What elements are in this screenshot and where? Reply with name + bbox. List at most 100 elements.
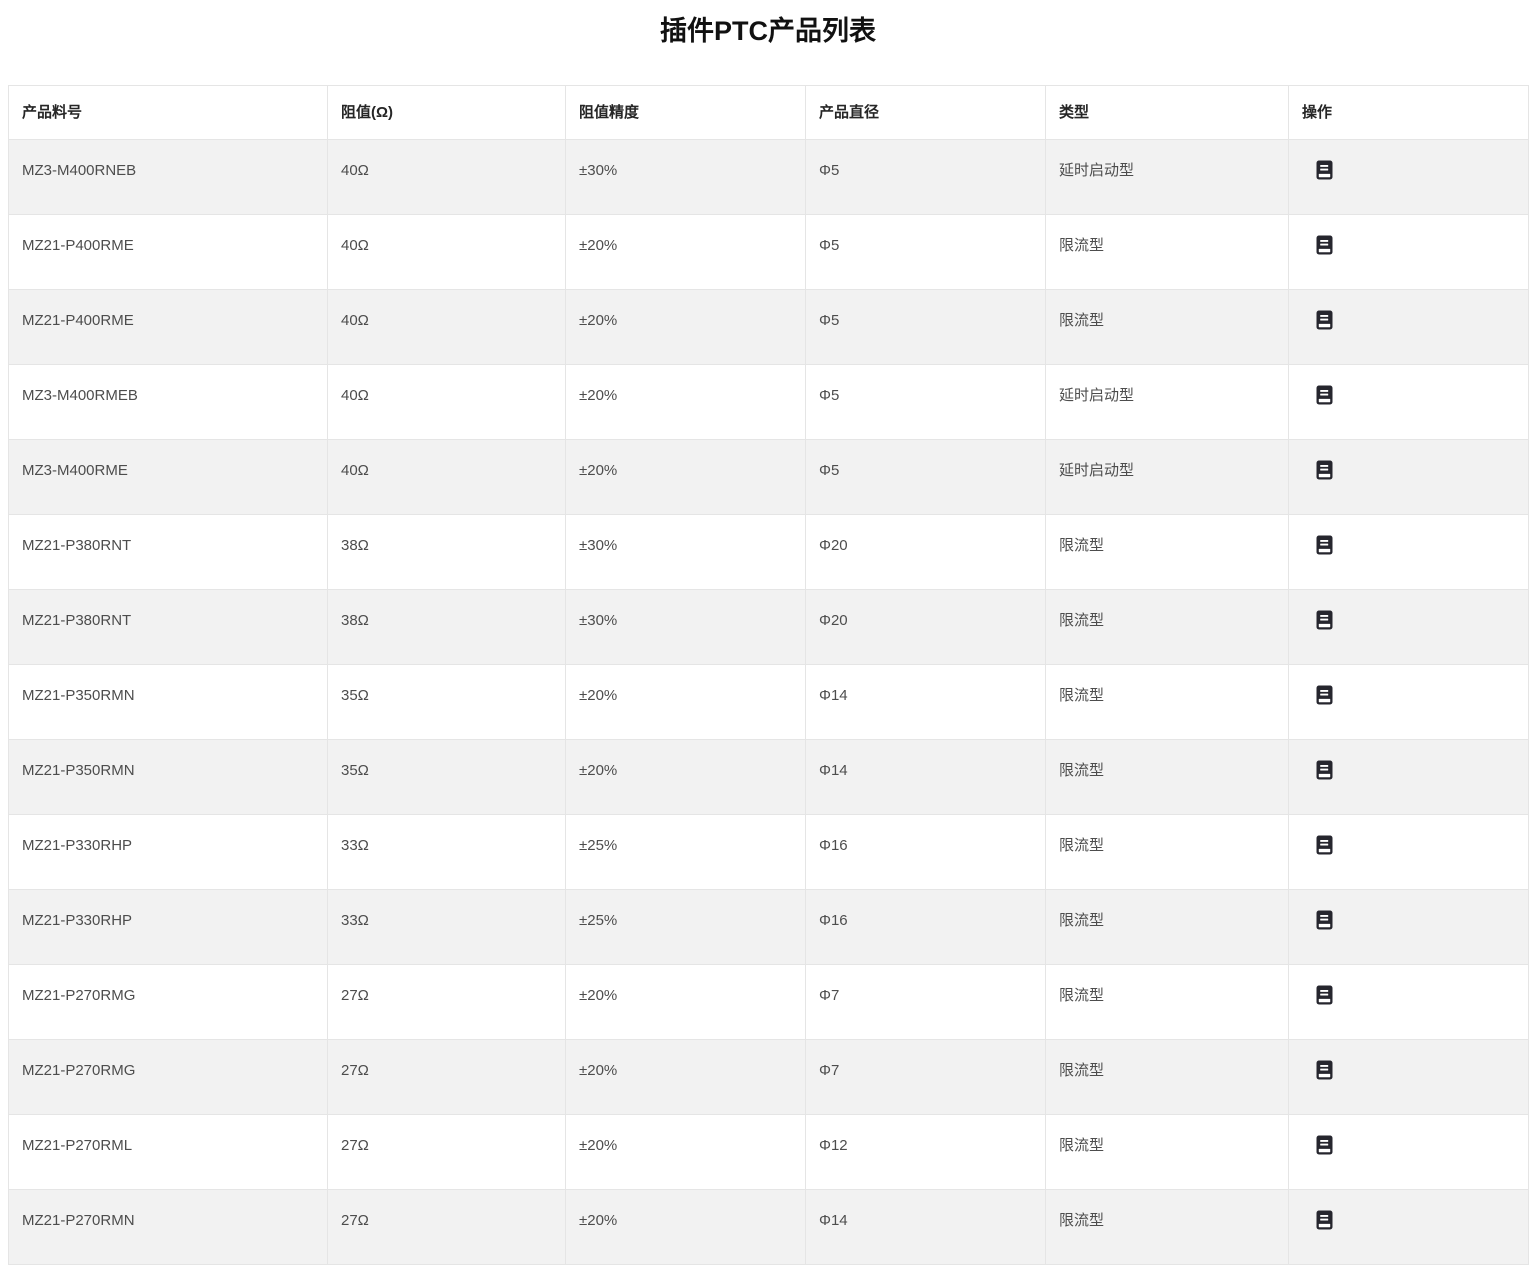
cell-part-number: MZ3-M400RMEB: [8, 364, 328, 440]
cell-type: 限流型: [1045, 514, 1289, 590]
col-header-diameter: 产品直径: [805, 85, 1046, 140]
view-details-button[interactable]: [1316, 610, 1333, 630]
cell-diameter: Φ5: [805, 139, 1046, 215]
notebook-icon: [1316, 310, 1333, 330]
view-details-button[interactable]: [1316, 385, 1333, 405]
notebook-icon: [1316, 685, 1333, 705]
cell-action: [1288, 664, 1529, 740]
notebook-icon: [1316, 910, 1333, 930]
cell-diameter: Φ14: [805, 1189, 1046, 1265]
table-row: MZ21-P400RME 40Ω ±20% Φ5 限流型: [8, 289, 1529, 365]
view-details-button[interactable]: [1316, 535, 1333, 555]
view-details-button[interactable]: [1316, 685, 1333, 705]
cell-precision: ±30%: [565, 139, 806, 215]
view-details-button[interactable]: [1316, 160, 1333, 180]
cell-action: [1288, 439, 1529, 515]
cell-type: 限流型: [1045, 1114, 1289, 1190]
cell-precision: ±20%: [565, 439, 806, 515]
notebook-icon: [1316, 610, 1333, 630]
cell-precision: ±30%: [565, 514, 806, 590]
cell-part-number: MZ21-P270RMN: [8, 1189, 328, 1265]
table-row: MZ21-P330RHP 33Ω ±25% Φ16 限流型: [8, 814, 1529, 890]
cell-diameter: Φ20: [805, 589, 1046, 665]
cell-precision: ±20%: [565, 1114, 806, 1190]
col-header-precision: 阻值精度: [565, 85, 806, 140]
cell-diameter: Φ14: [805, 664, 1046, 740]
cell-part-number: MZ21-P400RME: [8, 289, 328, 365]
cell-part-number: MZ21-P270RML: [8, 1114, 328, 1190]
view-details-button[interactable]: [1316, 985, 1333, 1005]
cell-type: 延时启动型: [1045, 364, 1289, 440]
cell-type: 限流型: [1045, 739, 1289, 815]
cell-diameter: Φ5: [805, 439, 1046, 515]
cell-resistance: 40Ω: [327, 439, 566, 515]
cell-resistance: 40Ω: [327, 289, 566, 365]
notebook-icon: [1316, 1210, 1333, 1230]
cell-action: [1288, 964, 1529, 1040]
col-header-type: 类型: [1045, 85, 1289, 140]
table-row: MZ21-P270RML 27Ω ±20% Φ12 限流型: [8, 1114, 1529, 1190]
view-details-button[interactable]: [1316, 310, 1333, 330]
cell-action: [1288, 289, 1529, 365]
view-details-button[interactable]: [1316, 460, 1333, 480]
view-details-button[interactable]: [1316, 1060, 1333, 1080]
cell-precision: ±20%: [565, 214, 806, 290]
cell-diameter: Φ16: [805, 814, 1046, 890]
cell-action: [1288, 1189, 1529, 1265]
cell-type: 限流型: [1045, 814, 1289, 890]
cell-diameter: Φ5: [805, 214, 1046, 290]
cell-resistance: 38Ω: [327, 514, 566, 590]
table-row: MZ21-P270RMG 27Ω ±20% Φ7 限流型: [8, 964, 1529, 1040]
col-header-actions: 操作: [1288, 85, 1529, 140]
view-details-button[interactable]: [1316, 1135, 1333, 1155]
col-header-part-number: 产品料号: [8, 85, 328, 140]
cell-resistance: 35Ω: [327, 664, 566, 740]
cell-type: 限流型: [1045, 589, 1289, 665]
cell-resistance: 40Ω: [327, 139, 566, 215]
view-details-button[interactable]: [1316, 910, 1333, 930]
cell-precision: ±20%: [565, 664, 806, 740]
cell-type: 限流型: [1045, 1039, 1289, 1115]
cell-diameter: Φ14: [805, 739, 1046, 815]
cell-precision: ±20%: [565, 1039, 806, 1115]
notebook-icon: [1316, 835, 1333, 855]
cell-action: [1288, 1114, 1529, 1190]
cell-type: 限流型: [1045, 289, 1289, 365]
view-details-button[interactable]: [1316, 760, 1333, 780]
cell-part-number: MZ3-M400RNEB: [8, 139, 328, 215]
cell-type: 限流型: [1045, 964, 1289, 1040]
notebook-icon: [1316, 160, 1333, 180]
cell-resistance: 35Ω: [327, 739, 566, 815]
cell-diameter: Φ5: [805, 364, 1046, 440]
cell-resistance: 27Ω: [327, 1189, 566, 1265]
table-row: MZ21-P400RME 40Ω ±20% Φ5 限流型: [8, 214, 1529, 290]
cell-resistance: 27Ω: [327, 1114, 566, 1190]
table-row: MZ3-M400RME 40Ω ±20% Φ5 延时启动型: [8, 439, 1529, 515]
cell-resistance: 33Ω: [327, 814, 566, 890]
cell-precision: ±20%: [565, 739, 806, 815]
cell-resistance: 27Ω: [327, 964, 566, 1040]
page-title: 插件PTC产品列表: [660, 16, 876, 46]
cell-part-number: MZ21-P330RHP: [8, 889, 328, 965]
cell-part-number: MZ21-P400RME: [8, 214, 328, 290]
table-row: MZ3-M400RNEB 40Ω ±30% Φ5 延时启动型: [8, 139, 1529, 215]
cell-type: 延时启动型: [1045, 139, 1289, 215]
cell-part-number: MZ21-P350RMN: [8, 664, 328, 740]
cell-type: 限流型: [1045, 214, 1289, 290]
view-details-button[interactable]: [1316, 835, 1333, 855]
cell-type: 限流型: [1045, 664, 1289, 740]
cell-diameter: Φ20: [805, 514, 1046, 590]
cell-diameter: Φ12: [805, 1114, 1046, 1190]
table-row: MZ21-P350RMN 35Ω ±20% Φ14 限流型: [8, 739, 1529, 815]
table-header-row: 产品料号 阻值(Ω) 阻值精度 产品直径 类型 操作: [8, 85, 1529, 140]
table-row: MZ21-P270RMG 27Ω ±20% Φ7 限流型: [8, 1039, 1529, 1115]
notebook-icon: [1316, 535, 1333, 555]
cell-action: [1288, 589, 1529, 665]
table-row: MZ21-P350RMN 35Ω ±20% Φ14 限流型: [8, 664, 1529, 740]
table-row: MZ21-P270RMN 27Ω ±20% Φ14 限流型: [8, 1189, 1529, 1265]
view-details-button[interactable]: [1316, 235, 1333, 255]
cell-part-number: MZ3-M400RME: [8, 439, 328, 515]
cell-diameter: Φ7: [805, 964, 1046, 1040]
view-details-button[interactable]: [1316, 1210, 1333, 1230]
cell-action: [1288, 1039, 1529, 1115]
